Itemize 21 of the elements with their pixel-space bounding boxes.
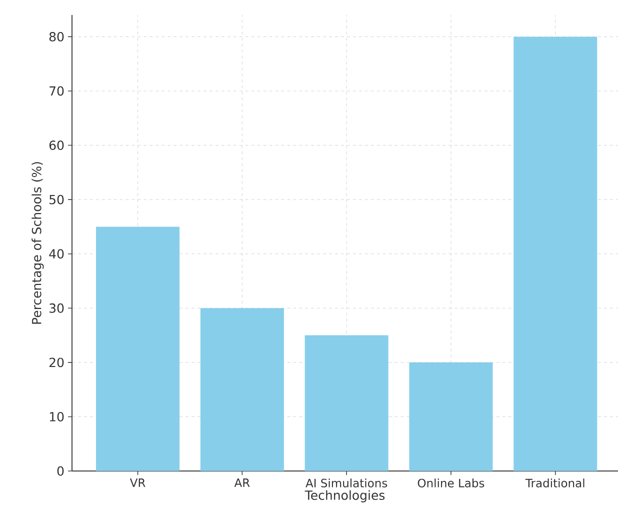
x-axis-title: Technologies xyxy=(304,490,385,502)
bar xyxy=(96,226,180,471)
x-tick-label: Online Labs xyxy=(418,478,484,488)
y-tick-label: 0 xyxy=(57,466,64,476)
x-tick-label: AI Simulations xyxy=(306,478,388,488)
y-tick-label: 80 xyxy=(49,32,64,42)
y-tick-label: 60 xyxy=(49,140,64,150)
y-tick-label: 40 xyxy=(49,249,64,259)
bar xyxy=(200,308,284,471)
bar xyxy=(304,335,388,471)
bar xyxy=(409,362,493,471)
y-tick-label: 50 xyxy=(50,194,64,204)
bar xyxy=(514,36,598,471)
x-tick-label: AR xyxy=(234,478,250,487)
y-tick-label: 20 xyxy=(49,358,64,368)
x-tick-label: Traditional xyxy=(525,478,584,488)
y-axis-title: Percentage of Schools (%) xyxy=(32,162,44,324)
x-tick-label: VR xyxy=(130,478,146,487)
y-tick-label: 10 xyxy=(50,412,64,422)
y-tick-label: 70 xyxy=(50,86,64,96)
y-tick-label: 30 xyxy=(50,303,64,313)
